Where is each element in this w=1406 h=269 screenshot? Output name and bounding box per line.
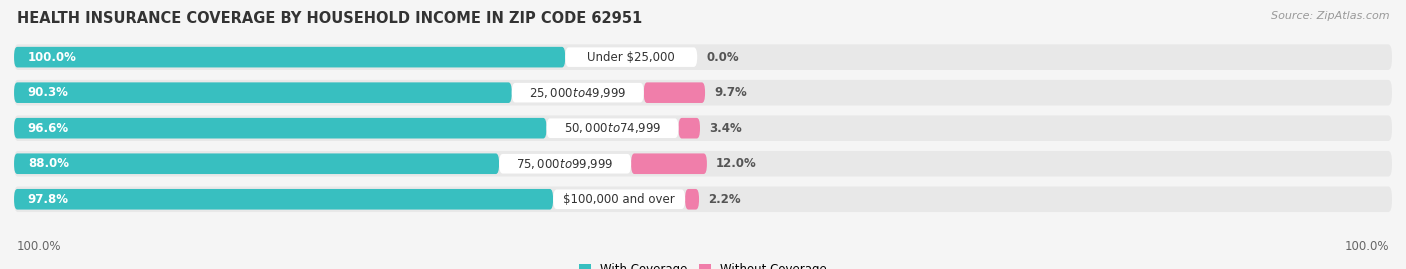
FancyBboxPatch shape <box>14 118 547 139</box>
Text: 100.0%: 100.0% <box>1344 240 1389 253</box>
FancyBboxPatch shape <box>553 189 685 209</box>
Text: 100.0%: 100.0% <box>17 240 62 253</box>
Text: $50,000 to $74,999: $50,000 to $74,999 <box>564 121 661 135</box>
FancyBboxPatch shape <box>679 118 700 139</box>
FancyBboxPatch shape <box>512 83 644 102</box>
FancyBboxPatch shape <box>14 189 553 210</box>
FancyBboxPatch shape <box>14 44 1392 70</box>
FancyBboxPatch shape <box>14 80 1392 105</box>
FancyBboxPatch shape <box>14 115 1392 141</box>
Text: $75,000 to $99,999: $75,000 to $99,999 <box>516 157 614 171</box>
Text: 88.0%: 88.0% <box>28 157 69 170</box>
Text: 3.4%: 3.4% <box>709 122 742 135</box>
FancyBboxPatch shape <box>631 153 707 174</box>
FancyBboxPatch shape <box>547 118 679 138</box>
FancyBboxPatch shape <box>14 186 1392 212</box>
FancyBboxPatch shape <box>565 47 697 67</box>
FancyBboxPatch shape <box>14 47 565 68</box>
FancyBboxPatch shape <box>644 82 704 103</box>
Text: Source: ZipAtlas.com: Source: ZipAtlas.com <box>1271 11 1389 21</box>
Legend: With Coverage, Without Coverage: With Coverage, Without Coverage <box>574 258 832 269</box>
Text: 97.8%: 97.8% <box>28 193 69 206</box>
Text: 12.0%: 12.0% <box>716 157 756 170</box>
Text: 96.6%: 96.6% <box>28 122 69 135</box>
Text: HEALTH INSURANCE COVERAGE BY HOUSEHOLD INCOME IN ZIP CODE 62951: HEALTH INSURANCE COVERAGE BY HOUSEHOLD I… <box>17 11 643 26</box>
Text: $100,000 and over: $100,000 and over <box>564 193 675 206</box>
FancyBboxPatch shape <box>14 153 499 174</box>
Text: Under $25,000: Under $25,000 <box>588 51 675 64</box>
FancyBboxPatch shape <box>685 189 699 210</box>
Text: 0.0%: 0.0% <box>706 51 740 64</box>
Text: 2.2%: 2.2% <box>709 193 741 206</box>
Text: 90.3%: 90.3% <box>28 86 69 99</box>
FancyBboxPatch shape <box>14 82 512 103</box>
Text: 100.0%: 100.0% <box>28 51 77 64</box>
FancyBboxPatch shape <box>499 154 631 174</box>
Text: $25,000 to $49,999: $25,000 to $49,999 <box>529 86 627 100</box>
FancyBboxPatch shape <box>14 151 1392 176</box>
Text: 9.7%: 9.7% <box>714 86 747 99</box>
